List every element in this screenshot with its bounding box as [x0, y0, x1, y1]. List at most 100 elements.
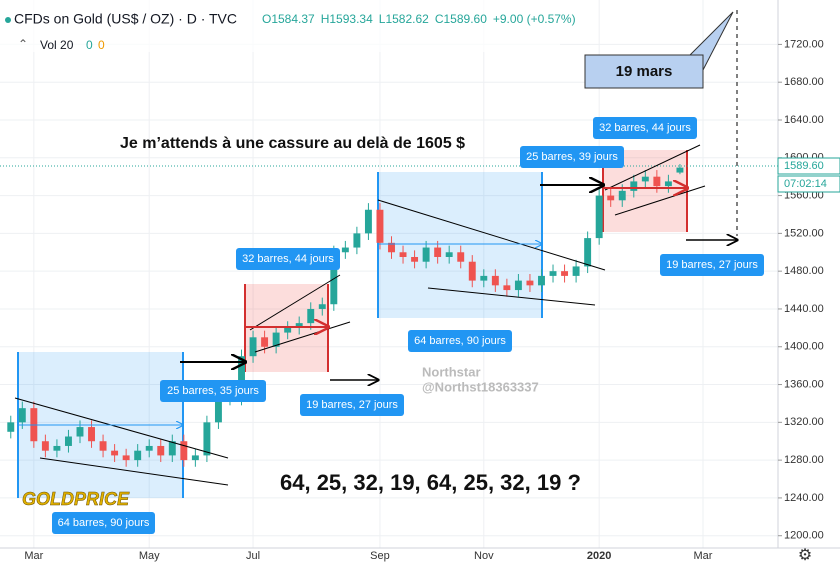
candle-body: [41, 441, 49, 451]
label-text: 19 barres, 27 jours: [666, 259, 758, 271]
ohlc-value: H1593.34: [321, 12, 373, 26]
y-tick-label: 1440.00: [784, 303, 824, 315]
candle-body: [491, 275, 499, 286]
y-tick-label: 1640.00: [784, 114, 824, 126]
candle-body: [549, 271, 557, 276]
candle-body: [191, 455, 199, 461]
header-bg: [0, 0, 560, 52]
x-axis: Mar May Jul Sep Nov 2020 Mar: [24, 550, 712, 562]
candle-body: [261, 337, 269, 347]
candle-body: [411, 256, 419, 262]
note: 64, 25, 32, 19, 64, 25, 32, 19 ?: [280, 470, 581, 495]
trend-line: [614, 185, 706, 216]
y-tick-label: 1320.00: [784, 416, 824, 428]
callout-text: 19 mars: [616, 63, 673, 80]
candle-body: [630, 181, 638, 191]
candle-body: [399, 252, 407, 257]
candle-body: [64, 436, 72, 446]
label-text: 25 barres, 39 jours: [526, 151, 618, 163]
candle-body: [376, 209, 384, 243]
candle-body: [168, 441, 176, 456]
candle-body: [214, 398, 222, 423]
label-box: [236, 248, 340, 270]
y-tick-label: 1480.00: [784, 265, 824, 277]
annotation-labels: 64 barres, 90 jours 25 barres, 35 jours 19…: [52, 117, 764, 534]
candle-body: [561, 271, 569, 276]
candle-body: [272, 332, 280, 347]
label-box: [52, 512, 155, 534]
candle-body: [676, 167, 684, 173]
volume-value: 0: [86, 38, 93, 52]
pattern-boxes: [17, 150, 688, 498]
status-dot: [5, 17, 11, 23]
candle-body: [18, 408, 26, 423]
y-tick-label: 1360.00: [784, 378, 824, 390]
candle-body: [468, 261, 476, 281]
trend-line: [427, 287, 596, 306]
label-text: 19 barres, 27 jours: [306, 399, 398, 411]
candle-body: [284, 327, 292, 333]
y-tick-label: 1680.00: [784, 76, 824, 88]
candle-body: [422, 247, 430, 262]
x-tick-label: Sep: [370, 550, 390, 562]
note: Je m’attends à une cassure au delà de 16…: [120, 135, 465, 152]
candle-body: [364, 209, 372, 234]
time-tag-text: 07:02:14: [784, 178, 827, 190]
candle-body: [180, 441, 188, 461]
y-tick-label: 1200.00: [784, 530, 824, 542]
candle-body: [618, 190, 626, 201]
label-box: [593, 117, 697, 139]
candle-body: [295, 323, 303, 328]
ohlc-value: +9.00 (+0.57%): [493, 12, 576, 26]
candle-body: [307, 308, 315, 324]
price-tag: [777, 157, 840, 175]
label-box: [300, 394, 404, 416]
ohlc-value: L1582.62: [379, 12, 429, 26]
y-tick-label: 1520.00: [784, 227, 824, 239]
candle-body: [653, 176, 661, 187]
trend-line: [604, 144, 701, 191]
x-tick-label: 2020: [587, 550, 611, 562]
label-box: [408, 330, 512, 352]
candle-body: [664, 181, 672, 187]
candle-body: [514, 280, 522, 291]
time-tag: [777, 175, 840, 193]
x-tick-label: Nov: [474, 550, 494, 562]
label-text: 64 barres, 90 jours: [58, 517, 150, 529]
trend-line: [249, 274, 341, 331]
label-text: 64 barres, 90 jours: [414, 335, 506, 347]
volume-label: Vol 20: [40, 38, 74, 52]
ohlc-value: C1589.60: [435, 12, 487, 26]
candle-body: [134, 450, 142, 461]
candle-body: [526, 280, 534, 286]
label-box: [660, 254, 764, 276]
trend-line: [254, 321, 351, 353]
callout: [584, 11, 734, 89]
logo: GOLDPRICE: [22, 489, 130, 509]
label-text: 25 barres, 35 jours: [167, 385, 259, 397]
candle-body: [157, 445, 165, 456]
candle-body: [538, 275, 545, 286]
candle-body: [318, 304, 326, 309]
label-text: 32 barres, 44 jours: [242, 253, 334, 265]
candle-body: [88, 427, 95, 442]
candle-body: [434, 247, 442, 257]
trend-line: [377, 199, 606, 271]
y-tick-label: 1240.00: [784, 492, 824, 504]
candle-body: [503, 285, 511, 291]
y-tick-label: 1720.00: [784, 38, 824, 50]
ohlc: O1584.37 H1593.34 L1582.62 C1589.60 +9.00 (+…: [262, 12, 576, 26]
x-tick-label: Mar: [694, 550, 713, 562]
ohlc-value: O1584.37: [262, 12, 315, 26]
candle-body: [249, 337, 257, 357]
candle-body: [572, 266, 580, 276]
candle-body: [353, 233, 361, 248]
label-box: [160, 380, 266, 402]
collapse: ⌃: [18, 37, 28, 51]
trend-line: [39, 457, 229, 486]
settings-icon[interactable]: ⚙: [798, 547, 812, 564]
candle-body: [99, 441, 107, 451]
y-axis-panel: [778, 0, 840, 568]
